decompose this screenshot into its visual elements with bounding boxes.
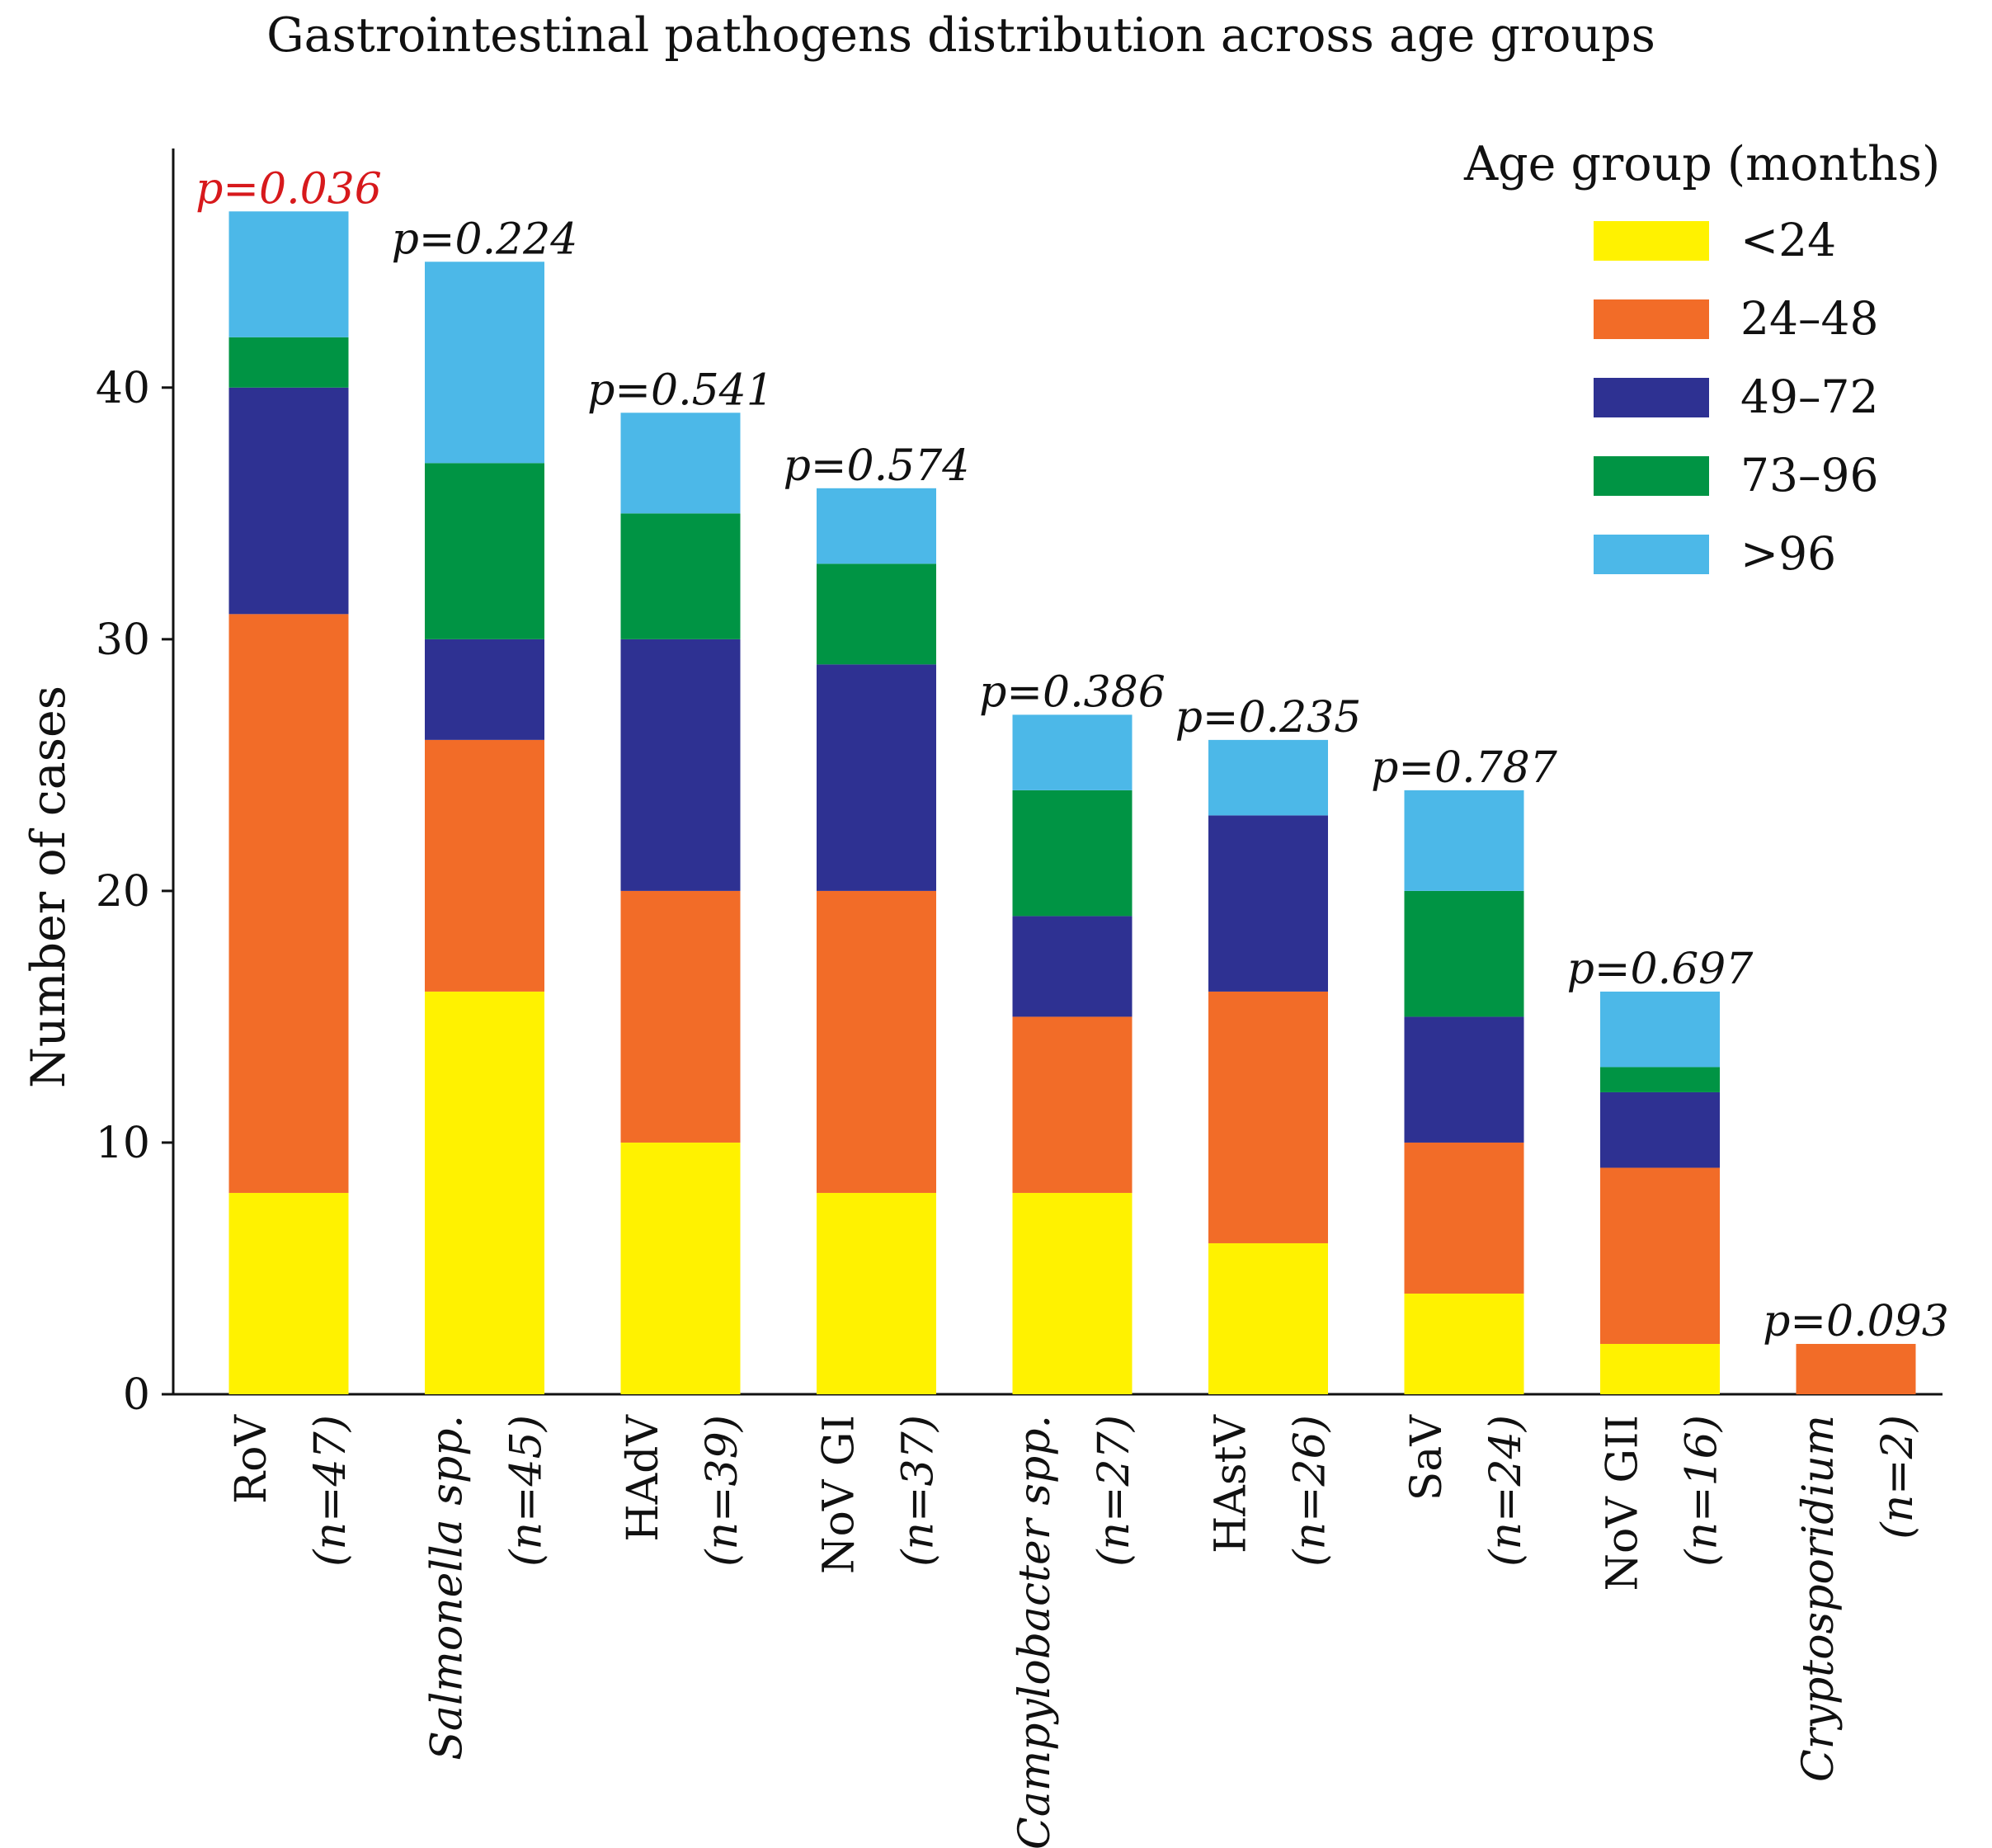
x-category-name: HAstV xyxy=(1207,1414,1256,1553)
bar-segment xyxy=(620,513,741,639)
legend-label: 24–48 xyxy=(1740,292,1878,345)
bar-segment xyxy=(1208,991,1328,1243)
legend-title: Age group (months) xyxy=(1463,137,1940,191)
bar-segment xyxy=(228,211,349,337)
legend-swatch xyxy=(1594,535,1709,574)
p-value-label: p=0.386 xyxy=(979,667,1166,717)
p-value-label: p=0.787 xyxy=(1371,743,1558,793)
legend-swatch xyxy=(1594,378,1709,417)
p-value-label: p=0.697 xyxy=(1567,945,1754,994)
x-category-name: Cryptosporidium xyxy=(1794,1415,1844,1782)
bar-segment xyxy=(817,563,936,665)
bar-segment xyxy=(1012,1016,1133,1193)
p-value-label: p=0.093 xyxy=(1763,1297,1949,1346)
bar-segment xyxy=(1012,790,1133,917)
y-tick-label: 30 xyxy=(96,615,150,665)
x-category-name: NoV GI xyxy=(815,1415,864,1574)
bar-segment xyxy=(1012,1192,1133,1394)
bar-segment xyxy=(1404,1142,1524,1294)
x-category-name: SaV xyxy=(1402,1414,1452,1502)
y-tick-label: 10 xyxy=(96,1119,150,1168)
x-category-n: (n=47) xyxy=(306,1415,356,1567)
x-category-n: (n=26) xyxy=(1286,1415,1335,1567)
legend-label: >96 xyxy=(1740,527,1836,580)
bar-segment xyxy=(425,739,544,992)
bar-segment xyxy=(425,991,544,1394)
x-category-n: (n=2) xyxy=(1873,1415,1923,1539)
bar-segment xyxy=(228,387,349,615)
bar-segment xyxy=(1600,1067,1720,1092)
bar-segment xyxy=(1208,1242,1328,1394)
bar-segment xyxy=(1600,991,1720,1068)
x-category-name: RoV xyxy=(227,1414,276,1504)
y-axis-ticks: 0 10 20 30 40 xyxy=(96,364,173,1420)
p-value-label: p=0.235 xyxy=(1175,693,1362,742)
bar-segment xyxy=(425,639,544,740)
legend-swatch xyxy=(1594,221,1709,261)
x-category-name: Campylobacter spp. xyxy=(1010,1415,1060,1848)
y-tick-label: 0 xyxy=(123,1370,150,1420)
x-category-n: (n=16) xyxy=(1678,1415,1727,1567)
x-category-n: (n=45) xyxy=(502,1415,552,1567)
bar-segment xyxy=(425,262,544,464)
y-tick-label: 20 xyxy=(96,867,150,917)
p-value-label: p=0.574 xyxy=(784,441,970,491)
p-value-label: p=0.036 xyxy=(195,164,382,214)
bar-segment xyxy=(1796,1343,1916,1394)
bar-segment xyxy=(1208,739,1328,816)
bar-segment xyxy=(1012,714,1133,790)
bar-segment xyxy=(228,1192,349,1394)
chart-title: Gastrointestinal pathogens distribution … xyxy=(266,8,1655,63)
bar-segment xyxy=(620,1142,741,1394)
x-category-n: (n=37) xyxy=(894,1415,944,1567)
bar-segment xyxy=(425,463,544,639)
bar-segment xyxy=(1012,916,1133,1017)
bar-segment xyxy=(1404,1016,1524,1143)
p-value-label: p=0.541 xyxy=(587,365,774,415)
bar-segment xyxy=(817,664,936,891)
bar-segment xyxy=(1600,1167,1720,1344)
legend-label: 49–72 xyxy=(1740,370,1878,423)
bar-segment xyxy=(1600,1091,1720,1168)
bar-segment xyxy=(1404,890,1524,1017)
x-category-n: (n=27) xyxy=(1090,1415,1139,1567)
p-value-label: p=0.224 xyxy=(392,214,578,264)
x-axis-category-labels: RoV (n=47) Salmonella spp. (n=45) HAdV (n=39)… xyxy=(227,1414,1923,1848)
legend-label: <24 xyxy=(1740,214,1836,266)
bar-segment xyxy=(228,614,349,1193)
bar-segment xyxy=(1404,1293,1524,1394)
legend-swatch xyxy=(1594,456,1709,496)
x-category-n: (n=24) xyxy=(1481,1415,1531,1567)
x-category-name: HAdV xyxy=(619,1414,668,1542)
legend-label: 73–96 xyxy=(1740,449,1878,502)
bar-segment xyxy=(817,890,936,1193)
legend: Age group (months) <24 24–48 49–72 73–96 >96 xyxy=(1463,137,1940,580)
bar-segment xyxy=(817,488,936,564)
bar-segment xyxy=(620,639,741,891)
x-category-name: Salmonella spp. xyxy=(423,1415,473,1761)
bar-segment xyxy=(817,1192,936,1394)
bar-segment xyxy=(1600,1343,1720,1394)
y-axis-label: Number of cases xyxy=(21,686,76,1088)
x-category-name: NoV GII xyxy=(1599,1415,1648,1591)
x-category-n: (n=39) xyxy=(698,1415,747,1567)
legend-swatch xyxy=(1594,299,1709,339)
bar-segment xyxy=(620,890,741,1143)
y-tick-label: 40 xyxy=(96,364,150,413)
bar-segment xyxy=(228,337,349,388)
bar-segment xyxy=(1404,790,1524,891)
bar-segment xyxy=(620,412,741,514)
bar-segment xyxy=(1208,815,1328,992)
bars-group xyxy=(228,211,1916,1394)
